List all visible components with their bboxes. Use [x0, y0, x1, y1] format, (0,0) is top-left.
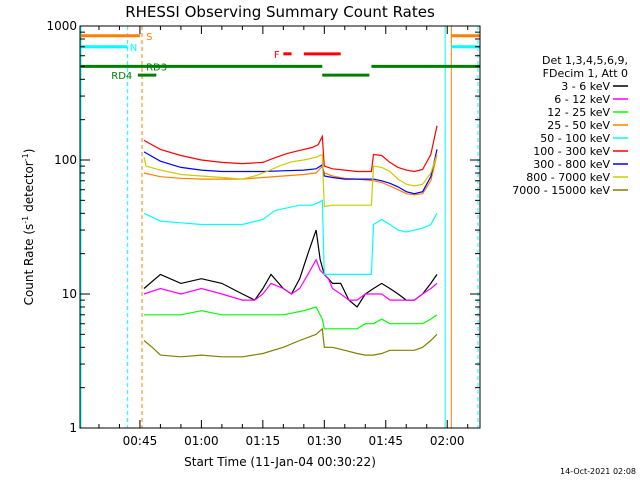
- x-tick-label-0: 00:45: [123, 434, 158, 448]
- legend-header-1: FDecim 1, Att 0: [543, 67, 628, 80]
- y-tick-label-1: 10: [62, 287, 77, 301]
- legend-label-0: 3 - 6 keV: [561, 80, 610, 93]
- legend: Det 1,3,4,5,6,9,FDecim 1, Att 03 - 6 keV…: [512, 54, 628, 197]
- y-axis-label-suffix: ): [22, 149, 36, 154]
- y-tick-label-0: 1: [69, 421, 77, 435]
- legend-label-5: 100 - 300 keV: [533, 145, 610, 158]
- y-axis-label: Count Rate (s-1 detector-1): [21, 149, 36, 306]
- series-line-7: [143, 153, 438, 208]
- x-tick-label-5: 02:00: [430, 434, 465, 448]
- series-line-5: [143, 125, 438, 173]
- y-tick-label-3: 1000: [46, 19, 77, 33]
- flag-label-s: S: [146, 32, 152, 43]
- legend-label-8: 7000 - 15000 keV: [512, 184, 610, 197]
- flag-label-n: N: [130, 43, 137, 54]
- y-axis-label-sup: -1: [21, 216, 30, 224]
- series-line-6: [143, 149, 438, 195]
- legend-label-4: 50 - 100 keV: [540, 132, 610, 145]
- generation-timestamp: 14-Oct-2021 02:08: [560, 467, 636, 476]
- flag-label-f: F: [274, 50, 280, 61]
- legend-label-3: 25 - 50 keV: [547, 119, 610, 132]
- legend-header-0: Det 1,3,4,5,6,9,: [542, 54, 628, 67]
- series-line-4: [143, 199, 438, 275]
- legend-label-6: 300 - 800 keV: [533, 158, 610, 171]
- series-line-8: [143, 327, 438, 358]
- x-axis-label: Start Time (11-Jan-04 00:30:22): [184, 455, 376, 469]
- series-line-2: [144, 306, 438, 330]
- axis-ticks: 00:45 01:00 01:15 01:30 01:45 02:00 1 10 100 1000: [46, 19, 480, 448]
- legend-label-1: 6 - 12 keV: [554, 93, 610, 106]
- y-axis-label-sup2: -1: [21, 153, 30, 161]
- series-line-3: [143, 154, 438, 196]
- y-axis-label-mid: detector: [22, 161, 36, 216]
- flag-label-rd3: RD3: [146, 62, 167, 73]
- y-axis-label-prefix: Count Rate (s: [22, 224, 36, 306]
- flag-label-rd4: RD4: [111, 71, 132, 82]
- x-tick-label-1: 01:00: [184, 434, 219, 448]
- x-tick-label-3: 01:30: [307, 434, 342, 448]
- x-tick-label-4: 01:45: [368, 434, 403, 448]
- x-tick-label-2: 01:15: [246, 434, 281, 448]
- legend-label-7: 800 - 7000 keV: [526, 171, 610, 184]
- plot-frame: [79, 25, 481, 429]
- legend-label-2: 12 - 25 keV: [547, 106, 610, 119]
- chart-title: RHESSI Observing Summary Count Rates: [125, 3, 435, 21]
- y-tick-label-2: 100: [54, 153, 77, 167]
